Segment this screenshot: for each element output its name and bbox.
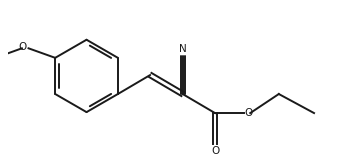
Text: O: O [245,108,253,118]
Text: O: O [19,42,27,52]
Text: O: O [211,146,219,156]
Text: N: N [179,44,187,54]
